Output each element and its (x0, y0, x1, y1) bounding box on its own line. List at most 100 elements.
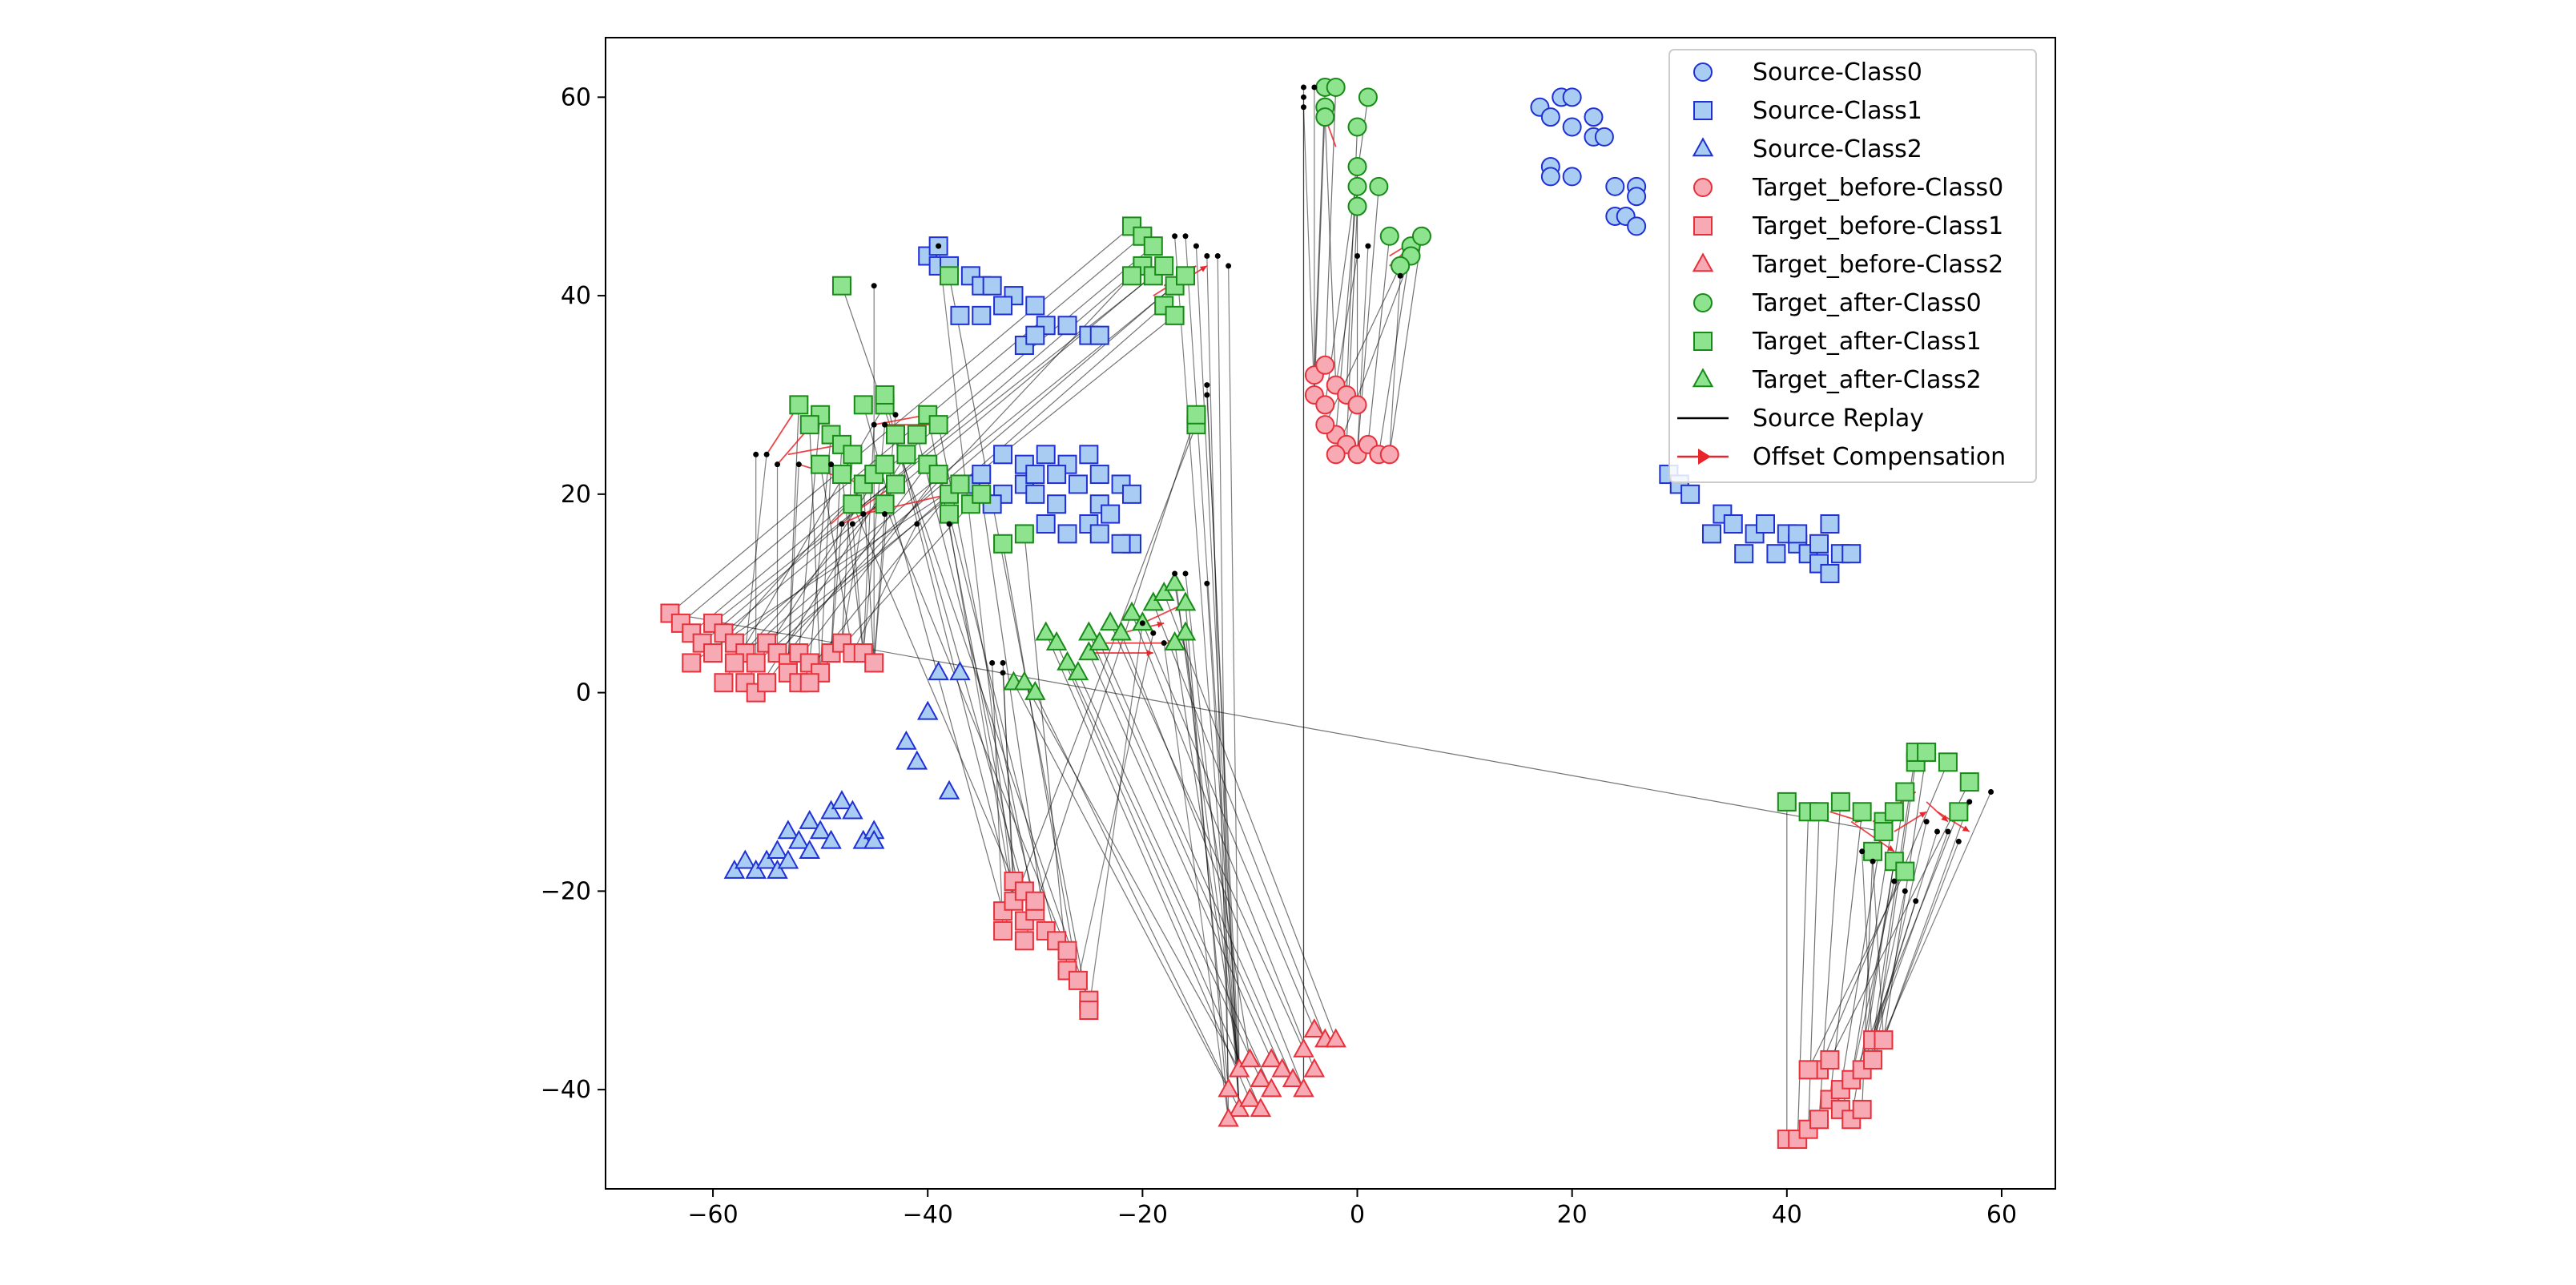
data-point (1584, 107, 1604, 127)
data-point (724, 653, 744, 673)
replay-anchor-dot (871, 421, 877, 428)
data-point (1047, 494, 1067, 514)
data-point (1261, 1078, 1282, 1098)
data-point (1863, 841, 1883, 861)
data-point (1164, 630, 1185, 651)
data-point (767, 859, 788, 879)
replay-anchor-dot (1365, 243, 1371, 249)
data-point (875, 454, 895, 474)
data-point (1045, 630, 1068, 651)
replay-anchor-dot (1311, 84, 1318, 91)
legend-marker (1693, 216, 1713, 236)
legend-box (1668, 49, 2037, 483)
replay-line (787, 405, 799, 663)
replay-anchor-dot (1913, 898, 1919, 904)
replay-line (1109, 622, 1305, 1050)
replay-line (1882, 801, 1970, 1041)
replay-line (1872, 891, 1906, 1041)
data-point (1874, 822, 1894, 842)
data-point (1326, 445, 1346, 465)
replay-anchor-dot (1300, 104, 1306, 111)
data-point (1884, 802, 1904, 822)
replay-line (1034, 692, 1240, 1110)
replay-anchor-dot (1214, 253, 1221, 260)
replay-line (1066, 663, 1262, 1080)
data-point (1809, 802, 1829, 822)
data-point (864, 653, 884, 673)
legend-label: Target_after-Class1 (1752, 328, 1982, 356)
data-point (1239, 1087, 1261, 1107)
data-point (1594, 127, 1614, 147)
legend-label: Target_before-Class1 (1752, 212, 2003, 240)
replay-line (1173, 236, 1240, 1110)
data-point (1788, 524, 1808, 544)
legend-label: Target_before-Class2 (1752, 251, 2003, 279)
replay-anchor-dot (849, 521, 855, 527)
data-point (1079, 1001, 1099, 1021)
replay-line (1002, 543, 1079, 981)
replay-anchor-dot (775, 461, 781, 468)
offset-arrow-head (1157, 621, 1165, 628)
replay-anchor-dot (1204, 392, 1210, 398)
data-point (1325, 1028, 1346, 1048)
x-tick-label: −20 (1117, 1201, 1168, 1229)
data-point (1025, 296, 1045, 316)
replay-line (1185, 573, 1240, 1070)
data-point (1540, 107, 1560, 127)
replay-line (1324, 87, 1337, 365)
data-point (799, 840, 820, 860)
data-point (1293, 1078, 1314, 1098)
data-point (950, 474, 970, 494)
replay-anchor-dot (1397, 272, 1403, 279)
data-point (1347, 117, 1367, 137)
replay-line (830, 523, 843, 654)
x-tick-label: 20 (1557, 1201, 1588, 1229)
data-point (1809, 534, 1829, 554)
legend-label: Source Replay (1753, 405, 1924, 433)
data-point (1165, 305, 1185, 325)
replay-line (1088, 622, 1143, 1011)
data-point (1078, 621, 1100, 641)
data-point (745, 859, 767, 879)
data-point (1036, 445, 1056, 465)
data-point (1218, 1107, 1239, 1127)
data-point (1303, 1018, 1326, 1038)
data-point (1057, 316, 1077, 336)
data-point (886, 425, 905, 445)
replay-line (1302, 107, 1315, 395)
data-point (1777, 792, 1797, 812)
data-point (746, 653, 766, 673)
legend-arrow-head (1698, 449, 1711, 465)
replay-line (1389, 236, 1423, 455)
data-point (799, 673, 819, 693)
data-point (1250, 1068, 1272, 1087)
data-point (789, 395, 809, 415)
replay-line (1840, 821, 1885, 1090)
replay-line (1088, 652, 1272, 1061)
legend-marker (1693, 101, 1713, 120)
data-point (1756, 514, 1775, 534)
data-point (1025, 484, 1045, 504)
replay-anchor-dot (1161, 640, 1167, 647)
x-tick-label: −40 (903, 1201, 953, 1229)
replay-line (1173, 642, 1240, 1070)
data-point (1959, 772, 1979, 792)
replay-line (1862, 851, 1874, 1060)
data-point (723, 859, 746, 879)
replay-anchor-dot (1204, 253, 1210, 260)
data-point (820, 829, 842, 849)
replay-anchor-dot (1870, 858, 1876, 864)
replay-line (1882, 751, 1927, 1041)
data-point (1379, 226, 1399, 246)
replay-line (948, 514, 1057, 941)
replay-line (787, 464, 799, 673)
data-point (735, 849, 756, 869)
replay-line (938, 246, 1015, 901)
replay-line (1045, 633, 1250, 1100)
data-point (1680, 484, 1701, 504)
data-point (1228, 1057, 1250, 1078)
replay-line (1088, 633, 1283, 1070)
offset-arrow-head (1962, 825, 1970, 832)
data-point (916, 700, 939, 720)
data-point (1025, 325, 1045, 345)
